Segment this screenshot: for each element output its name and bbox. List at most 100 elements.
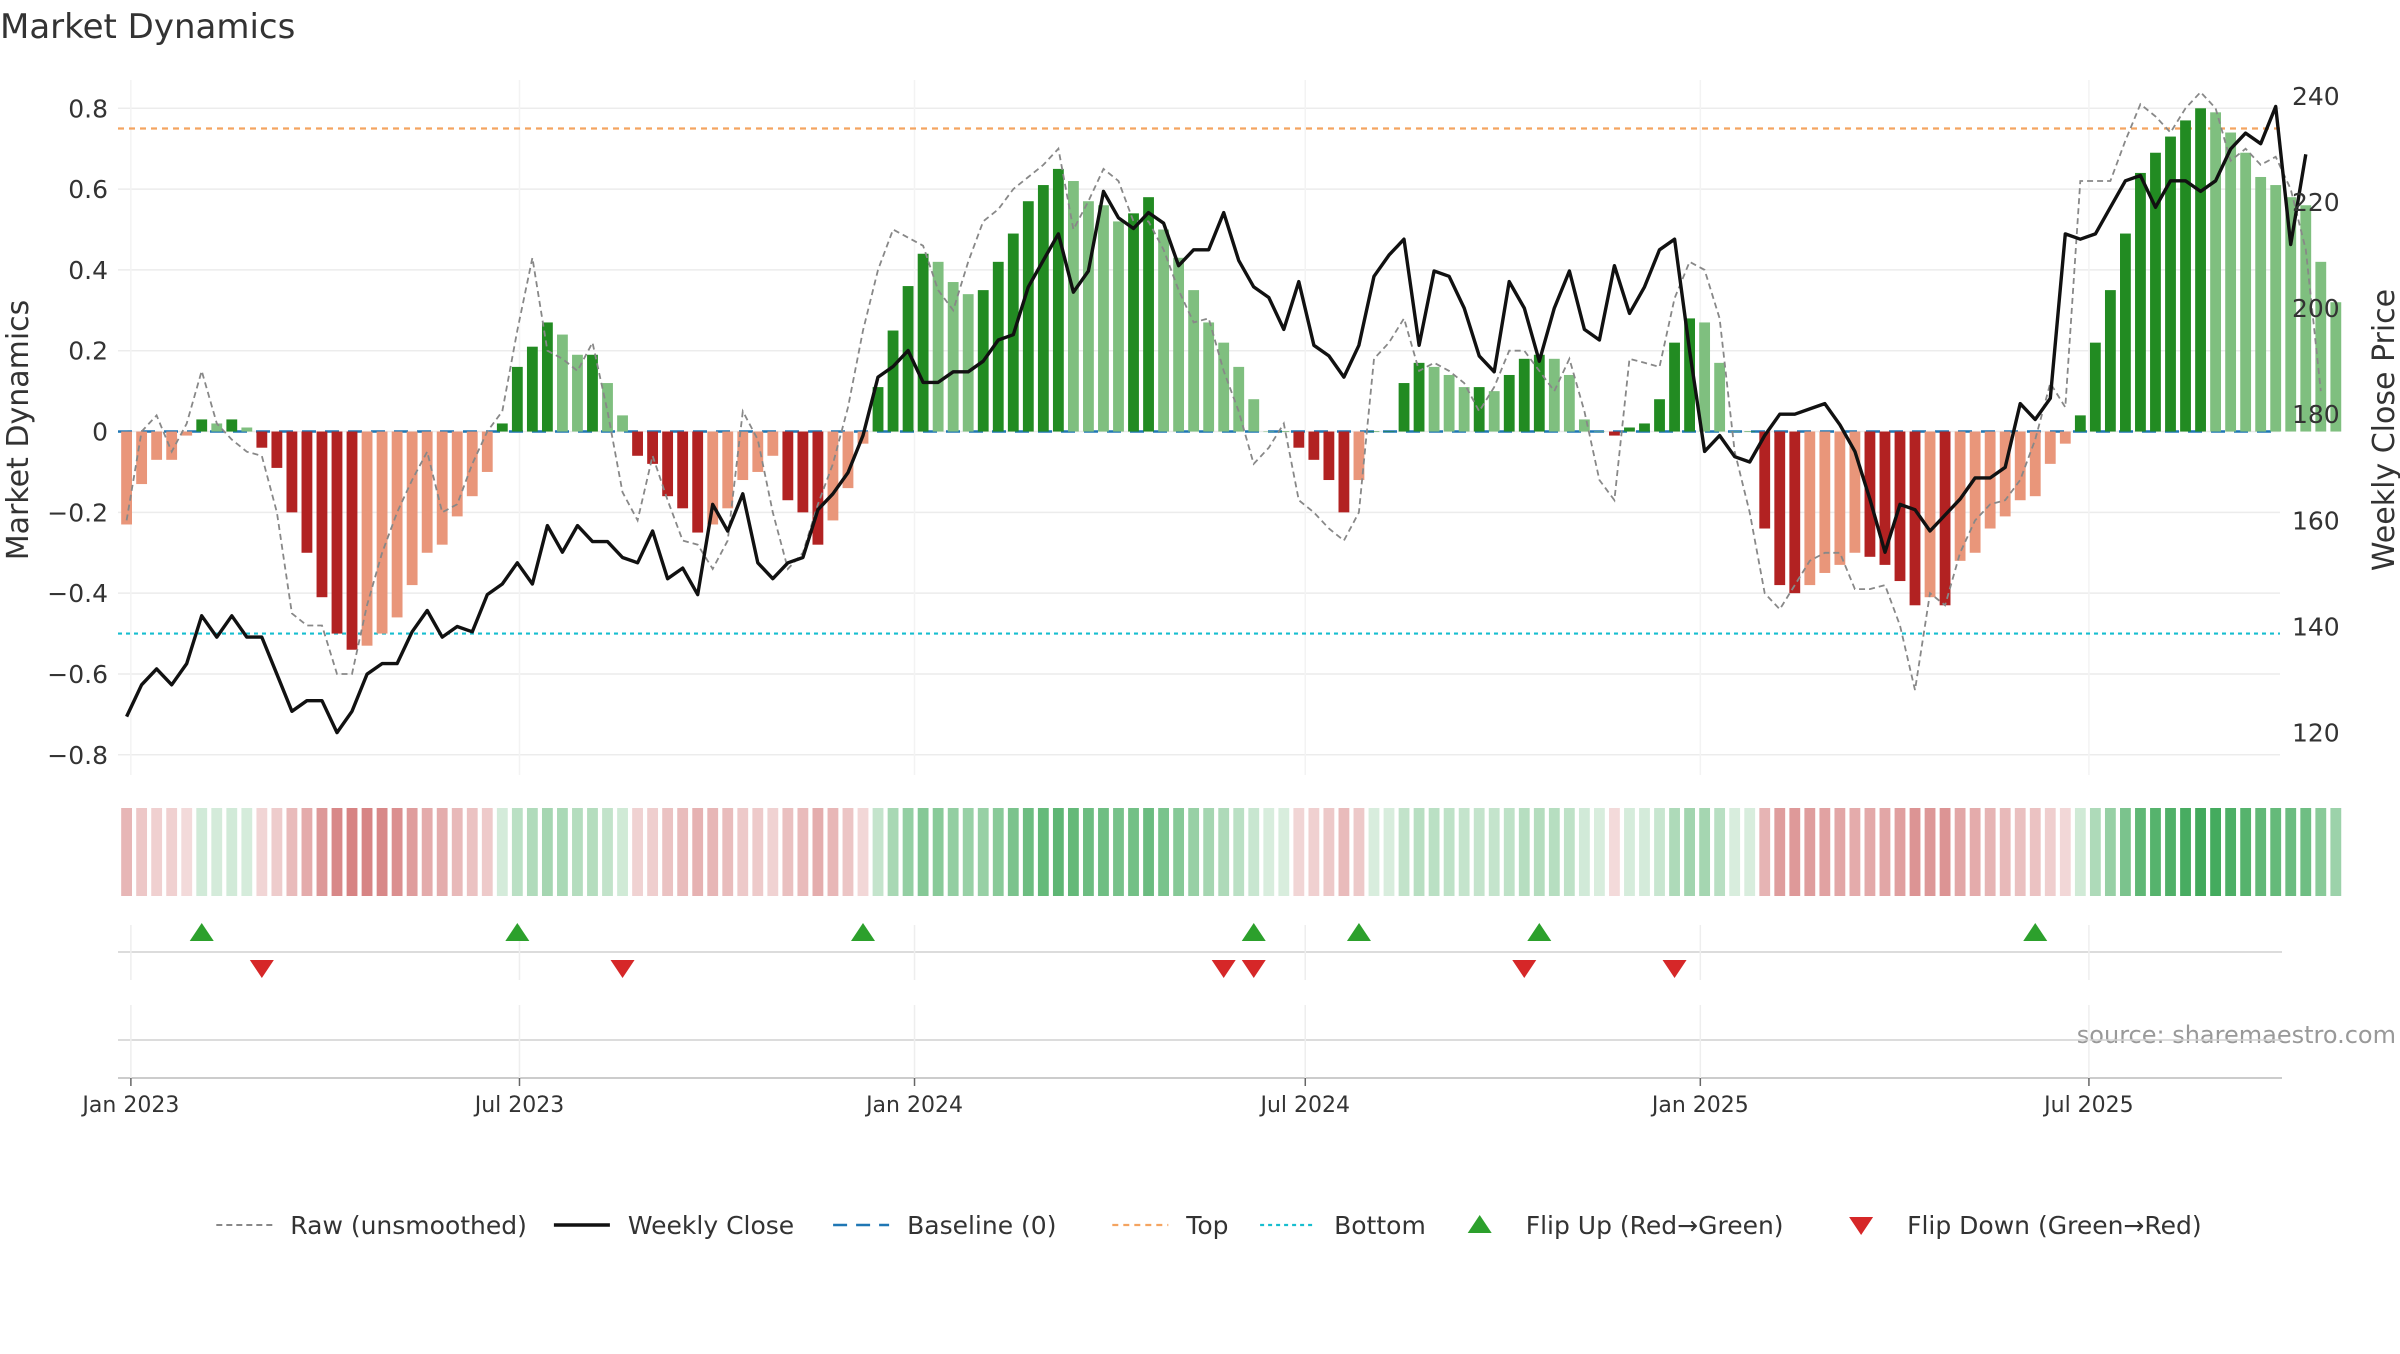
strip-cell [301, 808, 313, 896]
bar [1503, 374, 1515, 432]
strip-cell [481, 808, 493, 896]
bar [737, 431, 749, 481]
bar [1578, 419, 1590, 432]
strip-cell [872, 808, 884, 896]
bar [2089, 342, 2101, 432]
strip-cell [1293, 808, 1305, 896]
bar [902, 286, 914, 432]
strip-cell [782, 808, 794, 896]
strip-cell [286, 808, 298, 896]
legend-item: Top [1112, 1211, 1228, 1240]
strip-cell [2104, 808, 2116, 896]
bar [617, 415, 628, 432]
source-label: source: sharemaestro.com [2077, 1021, 2396, 1049]
strip-cell [2225, 808, 2237, 896]
strip-cell [1774, 808, 1786, 896]
strip-cell [241, 808, 253, 896]
legend-item: Flip Down (Green→Red) [1849, 1211, 2202, 1240]
strip-cell [226, 808, 238, 896]
bar-series [121, 108, 2342, 650]
bar [2165, 136, 2176, 432]
strip-cell [1518, 808, 1530, 896]
strip-cell [451, 808, 463, 896]
strip-cell [617, 808, 628, 896]
bar [151, 431, 163, 460]
bar [1714, 362, 1726, 432]
strip-cell [211, 808, 223, 896]
strip-cell [2255, 808, 2267, 896]
bar [2285, 197, 2297, 432]
bar [1684, 318, 1695, 432]
bar [1188, 290, 1200, 432]
strip-cell [2240, 808, 2252, 896]
strip-cell [2300, 808, 2312, 896]
y-tick-label: −0.8 [47, 741, 108, 770]
bar [331, 431, 343, 634]
bar [2330, 302, 2342, 432]
strip-cell [1308, 808, 1320, 896]
bar [722, 431, 734, 509]
bar [842, 431, 854, 489]
bar [872, 387, 884, 432]
bar [346, 431, 358, 650]
bar [1338, 431, 1350, 513]
bar [2120, 233, 2131, 432]
flip-down-marker [1512, 960, 1537, 978]
bar [1699, 322, 1711, 432]
strip-cell [1368, 808, 1380, 896]
strip-cell [962, 808, 974, 896]
x-tick-label: Jan 2025 [1650, 1093, 1749, 1118]
bar [2014, 431, 2026, 501]
bar [1834, 431, 1846, 565]
close-line [125, 104, 2308, 735]
strip-cell [271, 808, 283, 896]
strip-cell [1278, 808, 1290, 896]
bar [1278, 431, 1290, 433]
bar [2029, 431, 2041, 497]
bar [767, 431, 779, 456]
bar [932, 261, 944, 432]
strip-cell [1984, 808, 1996, 896]
strip-cell [1999, 808, 2011, 896]
legend-item: Flip Up (Red→Green) [1467, 1211, 1784, 1240]
strip-cell [1699, 808, 1711, 896]
bar [181, 431, 193, 436]
strip-cell [331, 808, 343, 896]
strip-cell [421, 808, 433, 896]
bar [1984, 431, 1996, 529]
bar [1037, 185, 1049, 432]
strip-cell [2135, 808, 2146, 896]
bar [1939, 431, 1951, 606]
strip-cell [2029, 808, 2041, 896]
bar [1203, 322, 1215, 432]
strip-cell [2330, 808, 2342, 896]
legend-item: Raw (unsmoothed) [216, 1211, 527, 1240]
strip-cell [1052, 808, 1064, 896]
strip-cell [1158, 808, 1169, 896]
strip-cell [707, 808, 719, 896]
strip-cell [2150, 808, 2161, 896]
bar [1173, 257, 1185, 432]
bar [2270, 185, 2282, 432]
y-tick-label: −0.4 [47, 579, 108, 608]
bar [2240, 152, 2252, 432]
bar [2044, 431, 2056, 464]
bar [1518, 358, 1530, 432]
bar [2225, 132, 2237, 432]
strip-cell [1398, 808, 1410, 896]
strip-cell [1083, 808, 1094, 896]
strip-cell [1113, 808, 1124, 896]
bar [1849, 431, 1861, 553]
bar [1669, 342, 1680, 432]
strip-cell [1759, 808, 1771, 896]
bar [256, 431, 268, 448]
bar [572, 354, 583, 432]
strip-cell [977, 808, 989, 896]
flip-down-marker [1241, 960, 1266, 978]
bar [271, 431, 283, 468]
bar [1308, 431, 1320, 460]
strip-cell [662, 808, 674, 896]
bar [1969, 431, 1981, 553]
strip-cell [1593, 808, 1605, 896]
strip-cell [346, 808, 358, 896]
